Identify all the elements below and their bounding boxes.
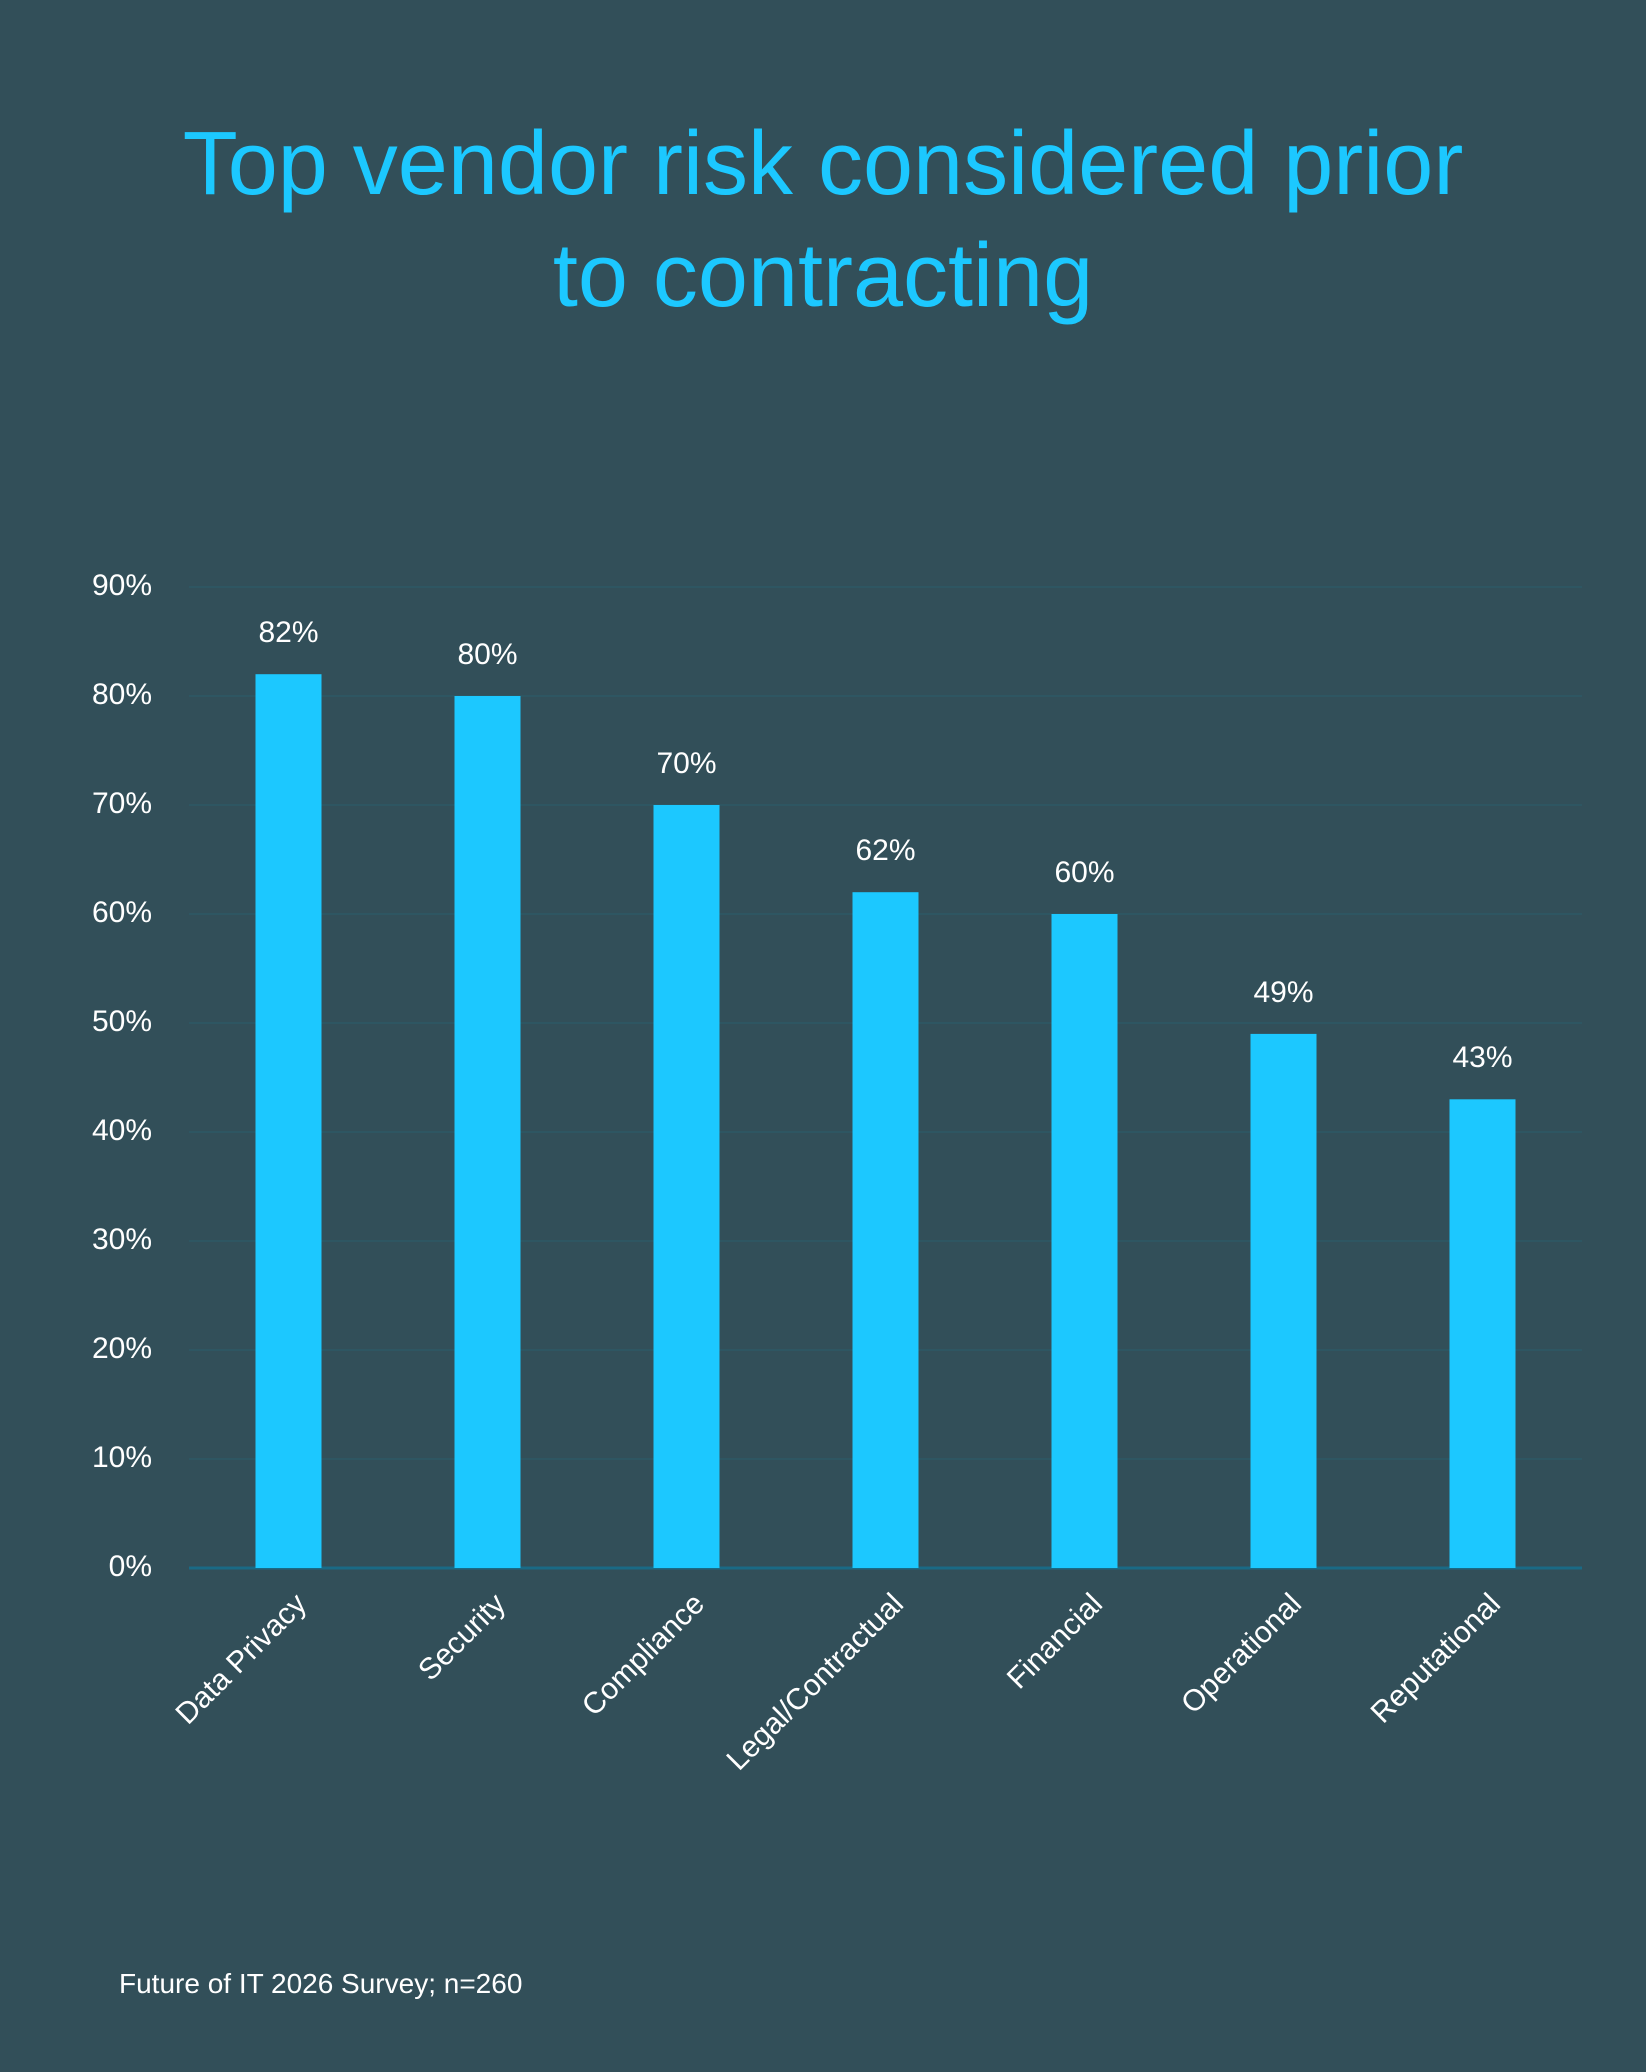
y-tick-label: 40%: [92, 1114, 152, 1147]
bar: [1051, 914, 1118, 1568]
bar: [255, 674, 322, 1568]
value-label: 70%: [656, 747, 716, 780]
x-tick-label: Financial: [1001, 1587, 1109, 1695]
bar: [1250, 1033, 1317, 1568]
source-note: Future of IT 2026 Survey; n=260: [119, 1968, 523, 1999]
x-tick-label: Compliance: [576, 1587, 711, 1722]
y-tick-label: 0%: [109, 1550, 152, 1583]
value-label: 82%: [258, 616, 318, 649]
value-label: 43%: [1452, 1041, 1512, 1074]
y-tick-label: 90%: [92, 569, 152, 602]
x-tick-label: Legal/Contractual: [720, 1587, 910, 1777]
x-tick-label: Operational: [1175, 1587, 1308, 1720]
y-tick-label: 20%: [92, 1332, 152, 1365]
y-tick-label: 70%: [92, 787, 152, 820]
x-tick-label: Data Privacy: [169, 1587, 313, 1731]
x-tick-label: Reputational: [1365, 1587, 1507, 1729]
y-tick-label: 30%: [92, 1223, 152, 1256]
y-tick-label: 50%: [92, 1005, 152, 1038]
y-tick-label: 10%: [92, 1441, 152, 1474]
bar: [653, 805, 720, 1568]
value-label: 80%: [457, 638, 517, 671]
chart-title: Top vendor risk considered prior to cont…: [182, 114, 1464, 326]
bar: [1449, 1099, 1516, 1568]
bar: [852, 892, 919, 1568]
y-tick-label: 60%: [92, 896, 152, 929]
value-label: 62%: [855, 834, 915, 867]
value-label: 49%: [1253, 976, 1313, 1009]
y-tick-label: 80%: [92, 678, 152, 711]
bar: [454, 696, 521, 1568]
value-label: 60%: [1054, 856, 1114, 889]
x-tick-label: Security: [412, 1587, 512, 1687]
